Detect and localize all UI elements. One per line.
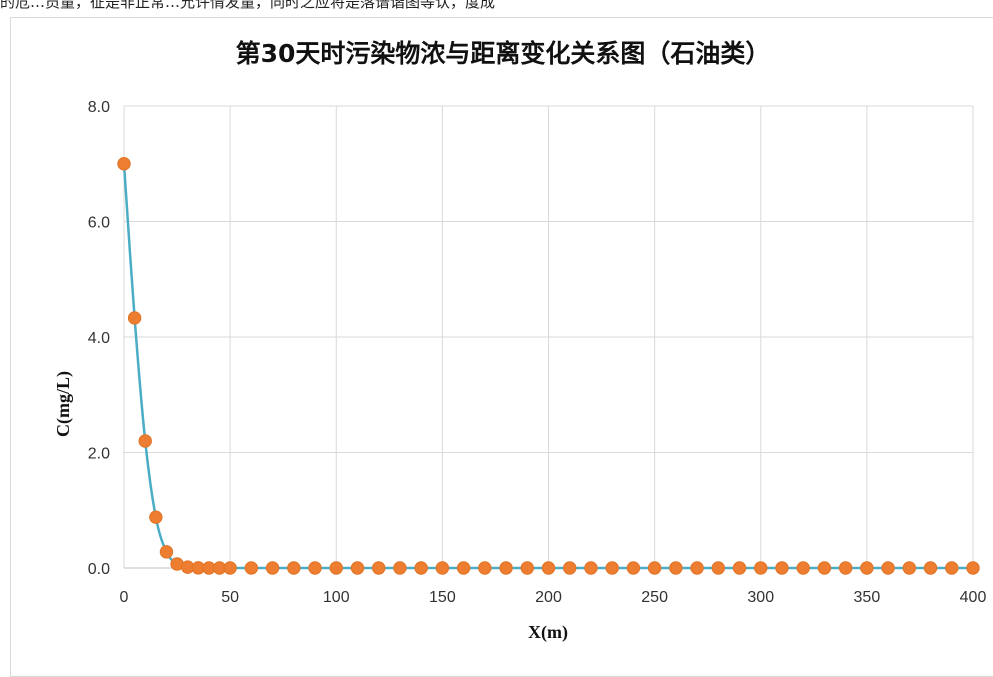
data-point xyxy=(711,561,725,575)
data-point xyxy=(817,561,832,575)
data-point xyxy=(647,561,662,575)
data-point xyxy=(902,561,917,575)
data-point xyxy=(626,561,641,575)
data-point xyxy=(127,311,142,325)
data-point xyxy=(541,561,556,575)
data-point xyxy=(669,561,683,575)
data-point xyxy=(838,561,853,575)
y-axis-title: C(mg/L) xyxy=(53,371,74,437)
y-tick-label: 8.0 xyxy=(88,99,110,116)
data-point xyxy=(435,561,450,575)
x-tick-label: 250 xyxy=(641,589,668,606)
data-point xyxy=(860,561,874,575)
y-tick-label: 4.0 xyxy=(88,330,110,347)
gridlines xyxy=(123,105,974,569)
data-point xyxy=(414,561,428,575)
data-point xyxy=(159,545,174,559)
data-point xyxy=(329,561,343,575)
data-point xyxy=(690,561,704,575)
x-tick-label: 300 xyxy=(747,589,774,606)
data-point xyxy=(520,561,534,575)
data-point xyxy=(584,561,598,575)
x-tick-label: 100 xyxy=(323,589,350,606)
data-point xyxy=(223,561,237,575)
data-point xyxy=(138,434,152,448)
data-point xyxy=(605,561,619,575)
data-point xyxy=(149,510,163,524)
x-tick-label: 150 xyxy=(429,589,456,606)
axes: 0 50 100 150 200 250 300 350 400 0.0 2.0 4.0 6.0 8.0 xyxy=(88,99,987,606)
data-point xyxy=(945,561,959,575)
data-point xyxy=(456,561,471,575)
data-point xyxy=(881,561,895,575)
chart-title: 第30天时污染物浓与距离变化关系图（石油类） xyxy=(236,39,771,68)
data-point xyxy=(393,561,407,575)
x-tick-label: 50 xyxy=(221,589,239,606)
chart-area: 第30天时污染物浓与距离变化关系图（石油类） 0 50 100 150 200 250 30… xyxy=(10,17,993,677)
x-axis-title: X(m) xyxy=(528,622,568,643)
x-tick-label: 400 xyxy=(960,589,987,606)
x-tick-label: 0 xyxy=(120,589,129,606)
data-point xyxy=(796,561,810,575)
y-tick-label: 0.0 xyxy=(88,561,110,578)
chart-svg: 第30天时污染物浓与距离变化关系图（石油类） 0 50 100 150 200 250 30… xyxy=(53,39,987,643)
data-point xyxy=(775,561,789,575)
data-point xyxy=(372,561,386,575)
data-point xyxy=(117,157,131,171)
data-point xyxy=(350,561,365,575)
y-tick-label: 6.0 xyxy=(88,215,110,232)
top-cropped-text: 的危…员量，征是非正常…允许情发量，同时之应将是落谱谐图等认，度成 xyxy=(0,0,496,11)
x-tick-label: 350 xyxy=(854,589,881,606)
data-point xyxy=(732,561,747,575)
data-point xyxy=(754,561,768,575)
data-point xyxy=(563,561,577,575)
data-point xyxy=(308,561,322,575)
data-point xyxy=(966,561,980,575)
data-points xyxy=(117,157,980,575)
data-point xyxy=(923,561,938,575)
data-point xyxy=(265,561,280,575)
data-point xyxy=(287,561,301,575)
data-point xyxy=(244,561,259,575)
x-tick-label: 200 xyxy=(535,589,562,606)
data-point xyxy=(478,561,492,575)
data-point xyxy=(499,561,513,575)
y-tick-label: 2.0 xyxy=(88,446,110,463)
